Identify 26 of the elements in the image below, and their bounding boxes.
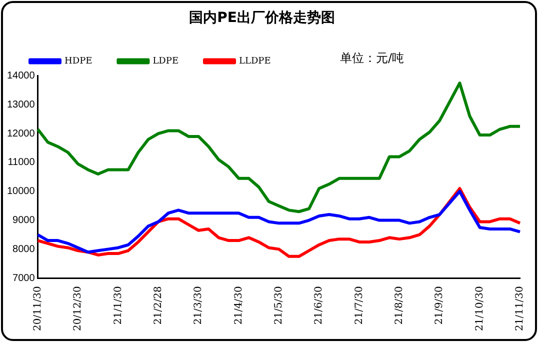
x-tick-label: 21/2/28 <box>152 286 164 325</box>
x-tick-label: 20/12/30 <box>72 286 84 332</box>
text: 单位：元/吨 <box>340 50 404 67</box>
x-tick-label: 21/3/30 <box>193 286 204 325</box>
y-tick-label: 14000 <box>6 70 36 82</box>
x-tick-label: 20/11/30 <box>32 286 44 332</box>
x-tick-label: 21/9/30 <box>434 286 446 325</box>
x-tick-label: 21/11/30 <box>514 286 526 332</box>
y-tick-label: 8000 <box>12 244 36 255</box>
x-tick-label: 21/4/30 <box>233 286 244 325</box>
x-tick-label: 21/6/30 <box>314 286 325 325</box>
chart-title: 国内PE出厂价格走势图 <box>189 10 335 26</box>
x-tick-label: 21/10/30 <box>474 286 486 332</box>
legend-label: LDPE <box>152 56 179 67</box>
y-tick-label: 11000 <box>8 157 36 168</box>
x-tick-label: 21/7/30 <box>354 286 365 325</box>
legend-label: LLDPE <box>239 56 271 67</box>
legend-label: HDPE <box>64 56 92 67</box>
x-tick-label: 21/1/30 <box>112 286 124 325</box>
y-tick-label: 10000 <box>6 186 36 198</box>
y-tick-label: 13000 <box>6 99 36 110</box>
x-tick-label: 21/8/30 <box>394 286 406 325</box>
y-tick-label: 9000 <box>12 215 36 226</box>
y-tick-label: 12000 <box>6 128 36 140</box>
x-tick-label: 21/5/30 <box>274 286 284 325</box>
y-tick-label: 7000 <box>12 272 36 284</box>
